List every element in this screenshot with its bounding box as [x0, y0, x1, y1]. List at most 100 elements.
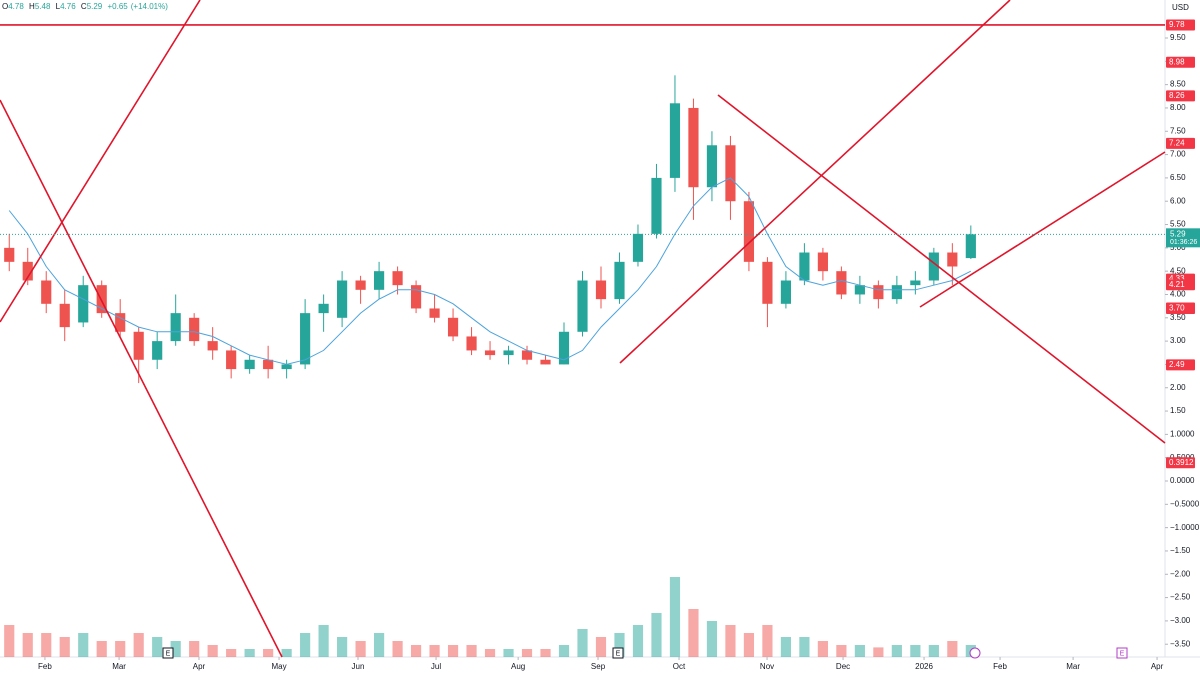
- candle-body: [207, 341, 218, 351]
- price-badge: [1166, 302, 1195, 314]
- price-badge-label: 8.26: [1169, 91, 1185, 100]
- volume-bar: [669, 577, 681, 657]
- x-tick-label: Mar: [1066, 662, 1080, 671]
- volume-bar: [78, 633, 89, 657]
- volume-bar: [762, 625, 773, 657]
- y-tick-label: 3.00: [1170, 336, 1186, 345]
- last-price-badge: [1166, 228, 1200, 248]
- candle-body: [558, 331, 570, 365]
- ohlc-label: H: [29, 2, 35, 11]
- x-tick-label: Apr: [1151, 662, 1164, 671]
- candle-body: [226, 350, 237, 370]
- change-pct: (+14.01%): [130, 2, 168, 11]
- y-tick-label: −2.50: [1170, 593, 1191, 602]
- candle-body: [374, 271, 385, 290]
- x-tick-label: Apr: [193, 662, 206, 671]
- volume-bar: [410, 645, 422, 657]
- candle-body: [873, 285, 884, 300]
- y-tick-label: −1.50: [1170, 546, 1191, 555]
- candle-body: [632, 233, 644, 262]
- volume-bar: [484, 649, 496, 657]
- price-badge: [1166, 19, 1195, 31]
- candle-body: [836, 271, 847, 295]
- x-tick-label: Feb: [993, 662, 1007, 671]
- candle-body: [669, 103, 681, 178]
- ohlc-label: O: [2, 2, 9, 11]
- ohlc-label: L: [55, 2, 61, 11]
- volume-bar: [115, 641, 126, 657]
- volume-bar: [22, 633, 33, 657]
- candle-body: [614, 261, 625, 300]
- candle-body: [688, 107, 699, 188]
- y-tick-label: 6.00: [1170, 196, 1186, 205]
- candle-body: [466, 336, 477, 351]
- x-tick-label: May: [271, 662, 286, 671]
- candle-body: [189, 317, 200, 342]
- event-label: E: [616, 650, 621, 657]
- volume-bar: [59, 637, 70, 657]
- trend-line: [0, 0, 201, 323]
- candle-body: [410, 285, 422, 309]
- candle-body: [337, 280, 348, 318]
- candle-body: [743, 201, 755, 262]
- price-badge-label: 9.78: [1169, 20, 1185, 29]
- price-badge: [1166, 279, 1195, 291]
- volume-bar: [152, 637, 163, 657]
- volume-bar: [170, 641, 181, 657]
- price-badge-label: 3.70: [1169, 304, 1185, 313]
- volume-bar: [614, 633, 625, 657]
- candle-body: [41, 280, 52, 304]
- candle-body: [577, 280, 588, 332]
- candle-body: [355, 280, 366, 290]
- ohlc-value: 5.29: [86, 2, 103, 11]
- candle-body: [115, 313, 126, 332]
- trend-lines: [0, 0, 1166, 658]
- x-tick-label: Jun: [352, 662, 365, 671]
- volume-bar: [96, 641, 107, 657]
- candle-body: [59, 303, 70, 328]
- candle-body: [947, 252, 958, 267]
- price-badge: [1166, 457, 1195, 469]
- candle-body: [300, 313, 311, 365]
- y-tick-label: 9.50: [1170, 33, 1186, 42]
- event-marker: E: [162, 647, 174, 659]
- volume-bar: [947, 641, 958, 657]
- volume-bar: [836, 645, 847, 657]
- currency: USD: [1172, 3, 1189, 12]
- volume-bar: [355, 641, 366, 657]
- candle-body: [78, 285, 89, 323]
- y-tick-label: 6.50: [1170, 173, 1186, 182]
- volume-bar: [4, 625, 15, 657]
- volume-bar: [466, 645, 477, 657]
- event-label: E: [166, 650, 171, 657]
- volume-bar: [318, 625, 329, 657]
- x-tick-label: Feb: [38, 662, 52, 671]
- volume-bar: [244, 649, 255, 657]
- candle-body: [133, 331, 144, 360]
- volume-bar: [392, 641, 403, 657]
- x-tick-label: 2026: [915, 662, 933, 671]
- x-tick-label: Mar: [112, 662, 126, 671]
- y-tick-label: 7.50: [1170, 126, 1186, 135]
- y-tick-label: 1.50: [1170, 406, 1186, 415]
- candle-body: [263, 359, 274, 370]
- y-tick-label: −3.50: [1170, 639, 1191, 648]
- candle-body: [447, 317, 459, 337]
- volume-bar: [780, 637, 791, 657]
- volume-bar: [263, 649, 274, 657]
- trend-line: [919, 151, 1166, 308]
- volume-bar: [503, 649, 514, 657]
- volume-bar: [632, 625, 644, 657]
- volume-bar: [540, 649, 551, 657]
- volume-bar: [447, 645, 459, 657]
- ohlc-value: 4.76: [60, 2, 76, 11]
- volume-bar: [854, 645, 865, 657]
- candle-body: [4, 247, 15, 262]
- y-tick-label: 1.0000: [1170, 429, 1195, 438]
- event-box: [1116, 647, 1128, 659]
- volume-bar: [725, 625, 736, 657]
- lightning-icon: [969, 647, 981, 659]
- event-box: [162, 647, 174, 659]
- candle-body: [799, 252, 810, 281]
